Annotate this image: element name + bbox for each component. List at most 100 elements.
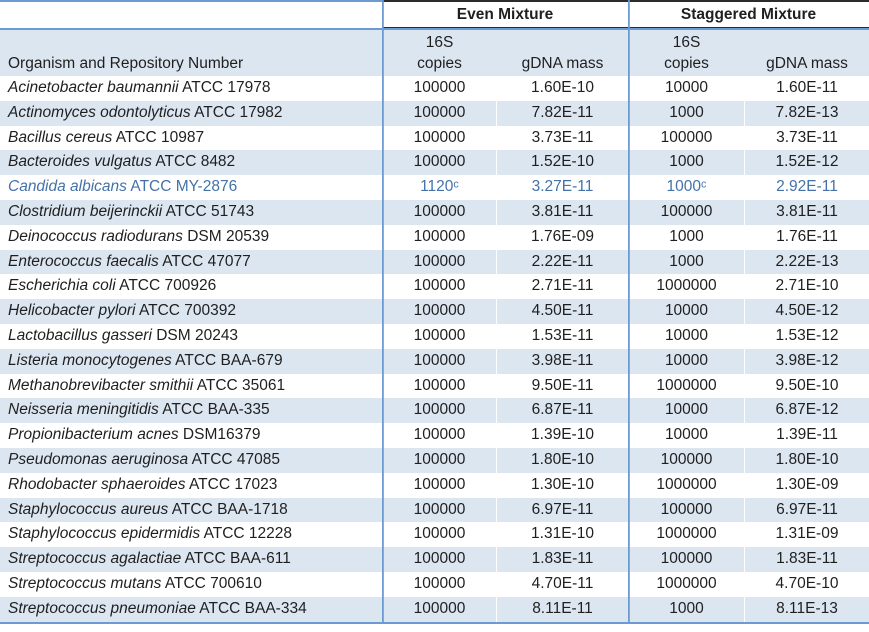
staggered-16s-copies-header: 16S copies	[628, 30, 745, 76]
even-gdna-mass-cell: 1.39E-10	[531, 426, 594, 444]
organism-column-header: Organism and Repository Number	[0, 30, 382, 76]
even-gdna-mass-cell: 4.70E-11	[531, 574, 594, 592]
staggered-gdna-mass-cell: 2.22E-13	[775, 252, 839, 270]
organism-species: Streptococcus agalactiae	[8, 550, 182, 568]
table-row: Streptococcus agalactiae ATCC BAA-611 10…	[0, 547, 869, 572]
staggered-16s-copies-cell: 100000	[628, 126, 745, 151]
staggered-gdna-mass-cell: 3.98E-12	[775, 351, 839, 369]
organism-cell: Deinococcus radiodurans DSM 20539	[0, 225, 382, 250]
table-row: Actinomyces odontolyticus ATCC 17982 100…	[0, 100, 869, 126]
organism-species: Acinetobacter baumannii	[8, 79, 179, 96]
staggered-gdna-mass-cell: 2.71E-10	[775, 277, 839, 295]
even-16s-copies-cell: 100000	[382, 250, 497, 275]
organism-cell: Enterococcus faecalis ATCC 47077	[0, 250, 382, 275]
table-row: Staphylococcus epidermidis ATCC 12228 10…	[0, 522, 869, 547]
even-16s-copies-cell: 100000	[382, 572, 497, 597]
even-gdna-mass-cell: 1.52E-10	[531, 153, 594, 171]
organism-cell: Streptococcus agalactiae ATCC BAA-611	[0, 547, 382, 572]
even-copies-label: copies	[417, 55, 462, 72]
organism-repo-number: ATCC 17023	[188, 475, 278, 493]
even-gdna-mass-cell: 6.87E-11	[531, 401, 594, 419]
organism-species: Helicobacter pylori	[8, 302, 136, 320]
even-16s-copies-cell: 100000	[382, 597, 497, 622]
organism-species: Candida albicans	[8, 178, 127, 196]
even-gdna-mass-cell: 6.97E-11	[531, 500, 594, 518]
even-16s-copies-cell: 100000	[382, 398, 497, 423]
organism-cell: Bacteroides vulgatus ATCC 8482	[0, 150, 382, 175]
organism-cell: Neisseria meningitidis ATCC BAA-335	[0, 398, 382, 423]
organism-repo-number: ATCC MY-2876	[130, 178, 238, 196]
staggered-16s-copies-cell: 10000	[628, 324, 745, 349]
staggered-gdna-mass-cell: 1.31E-09	[775, 525, 839, 543]
organism-species: Rhodobacter sphaeroides	[8, 475, 186, 493]
table-bottom-rule	[0, 621, 869, 625]
staggered-16s-copies-cell: 10000	[628, 349, 745, 374]
table-row: Deinococcus radiodurans DSM 20539 100000…	[0, 225, 869, 250]
organism-repo-number: ATCC 47085	[191, 450, 281, 468]
even-gdna-mass-cell: 3.27E-11	[531, 178, 594, 196]
even-gdna-mass-cell: 9.50E-11	[531, 376, 594, 394]
table-row: Rhodobacter sphaeroides ATCC 17023 10000…	[0, 473, 869, 498]
staggered-gdna-mass-cell: 1.60E-11	[776, 79, 838, 96]
even-gdna-mass-cell: 1.80E-10	[531, 450, 594, 468]
staggered-gdna-mass-cell: 6.97E-11	[776, 500, 838, 518]
staggered-16s-copies-cell: 1000	[628, 150, 745, 175]
staggered-16s-copies-cell: 100000	[628, 200, 745, 225]
staggered-16s-copies-cell: 1000ᶜ	[628, 175, 745, 200]
staggered-16s-copies-cell: 1000000	[628, 374, 745, 399]
even-16s-copies-cell: 100000	[382, 101, 497, 126]
staggered-gdna-mass-cell: 1.52E-12	[775, 153, 839, 171]
table-row: Pseudomonas aeruginosa ATCC 47085 100000…	[0, 447, 869, 473]
organism-species: Lactobacillus gasseri	[8, 326, 152, 344]
table-row: Candida albicans ATCC MY-2876 1120ᶜ 3.27…	[0, 175, 869, 200]
organism-species: Propionibacterium acnes	[8, 426, 179, 444]
even-16s-copies-cell: 100000	[382, 423, 497, 448]
organism-species: Streptococcus pneumoniae	[8, 599, 196, 617]
even-gdna-mass-cell: 1.31E-10	[531, 525, 594, 543]
organism-repo-number: ATCC 8482	[155, 153, 236, 171]
table-row: Bacillus cereus ATCC 10987 100000 3.73E-…	[0, 126, 869, 151]
staggered-gdna-mass-cell: 8.11E-13	[776, 599, 838, 617]
even-16s-copies-cell: 100000	[382, 324, 497, 349]
organism-repo-number: ATCC 10987	[115, 128, 205, 146]
organism-species: Clostridium beijerinckii	[8, 202, 163, 220]
even-gdna-mass-cell: 8.11E-11	[532, 599, 593, 617]
table-body: Acinetobacter baumannii ATCC 17978 10000…	[0, 76, 869, 622]
table-row: Enterococcus faecalis ATCC 47077 100000 …	[0, 249, 869, 275]
organism-column-header-label: Organism and Repository Number	[8, 55, 244, 72]
staggered-gdna-mass-cell: 1.39E-11	[776, 426, 838, 444]
even-16s-copies-cell: 100000	[382, 448, 497, 473]
organism-repo-number: DSM 20539	[187, 227, 270, 245]
staggered-gdna-mass-cell: 1.53E-12	[775, 326, 839, 344]
table-row: Bacteroides vulgatus ATCC 8482 100000 1.…	[0, 150, 869, 176]
table-row: Clostridium beijerinckii ATCC 51743 1000…	[0, 199, 869, 225]
even-gdna-mass-cell: 4.50E-11	[531, 302, 594, 320]
organism-cell: Staphylococcus epidermidis ATCC 12228	[0, 522, 382, 547]
organism-species: Bacteroides vulgatus	[8, 153, 152, 171]
even-16s-copies-cell: 100000	[382, 200, 497, 225]
even-gdna-mass-cell: 3.81E-11	[531, 202, 594, 220]
organism-cell: Helicobacter pylori ATCC 700392	[0, 299, 382, 324]
table-row: Methanobrevibacter smithii ATCC 35061 10…	[0, 374, 869, 399]
organism-cell: Propionibacterium acnes DSM16379	[0, 423, 382, 448]
organism-repo-number: ATCC 700610	[164, 574, 262, 592]
even-16s-label: 16S	[425, 34, 454, 51]
organism-cell: Listeria monocytogenes ATCC BAA-679	[0, 349, 382, 374]
staggered-gdna-mass-cell: 3.81E-11	[776, 202, 838, 220]
staggered-gdna-label: gDNA mass	[766, 55, 848, 72]
organism-repo-number: ATCC BAA-611	[184, 550, 291, 568]
even-gdna-mass-cell: 1.76E-09	[531, 227, 594, 245]
staggered-gdna-mass-cell: 1.30E-09	[775, 475, 839, 493]
organism-cell: Staphylococcus aureus ATCC BAA-1718	[0, 498, 382, 523]
staggered-16s-copies-cell: 100000	[628, 498, 745, 523]
organism-species: Streptococcus mutans	[8, 574, 162, 592]
organism-species: Escherichia coli	[8, 277, 116, 295]
table-row: Acinetobacter baumannii ATCC 17978 10000…	[0, 76, 869, 101]
staggered-16s-copies-cell: 10000	[628, 423, 745, 448]
table-row: Neisseria meningitidis ATCC BAA-335 1000…	[0, 398, 869, 424]
organism-cell: Actinomyces odontolyticus ATCC 17982	[0, 101, 382, 126]
even-gdna-mass-cell: 1.60E-10	[531, 79, 594, 96]
organism-cell: Acinetobacter baumannii ATCC 17978	[0, 76, 382, 101]
table-row: Streptococcus pneumoniae ATCC BAA-334 10…	[0, 596, 869, 622]
even-16s-copies-cell: 100000	[382, 349, 497, 374]
